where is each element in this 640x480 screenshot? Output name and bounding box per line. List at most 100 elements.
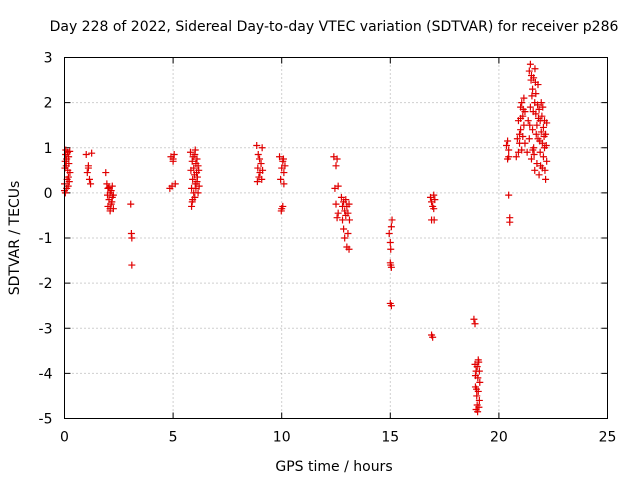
data-point [521,139,529,147]
data-point [191,146,199,154]
y-tick-label: 2 [44,96,53,112]
data-point [108,182,116,190]
data-point [536,137,544,145]
data-point [512,153,520,161]
data-point [430,191,438,199]
data-point [533,121,541,129]
data-point [539,123,547,131]
data-point [253,141,261,149]
data-point [256,155,264,163]
data-point [108,198,116,206]
data-point [387,261,395,269]
data-point [387,245,395,253]
data-point [194,189,202,197]
data-point [334,209,342,217]
data-point [503,141,511,149]
data-point [276,153,284,161]
data-point [345,216,353,224]
data-point [386,239,394,247]
data-point [277,175,285,183]
data-point [65,153,73,161]
data-point [536,148,544,156]
x-tick-label: 5 [169,430,178,446]
data-point [529,108,537,116]
data-point [429,333,437,341]
data-point [127,200,135,208]
data-point [83,169,91,177]
x-tick-label: 0 [60,430,69,446]
data-point [525,135,533,143]
data-point [342,196,350,204]
data-point [529,85,537,93]
data-point [195,182,203,190]
x-tick-label: 15 [381,430,399,446]
data-point [430,216,438,224]
data-point [333,214,341,222]
grid-lines [64,57,608,419]
data-point [531,78,539,86]
data-point [281,162,289,170]
y-tick-label: -2 [39,276,53,292]
data-point [258,175,266,183]
data-point [190,164,198,172]
data-point [337,193,345,201]
data-point [531,65,539,73]
data-point [513,135,521,143]
y-axis-label: SDTVAR / TECUs [7,181,23,296]
data-point [505,191,513,199]
data-point [259,166,267,174]
plot-frame [64,57,608,419]
data-point [532,130,540,138]
data-point [537,162,545,170]
data-point [280,180,288,188]
data-point [526,103,534,111]
data-point [254,164,262,172]
y-tick-label: -4 [39,366,53,382]
data-point [341,234,349,242]
data-point [535,171,543,179]
data-point [65,178,73,186]
data-point [191,193,199,201]
data-point [61,189,69,197]
data-point [504,137,512,145]
data-point [505,153,513,161]
data-point [105,183,113,191]
data-point [520,121,528,129]
data-point [344,229,352,237]
data-point [103,180,111,188]
y-tick-label: 0 [44,186,53,202]
data-point [475,403,483,411]
data-point [475,396,483,404]
data-point [279,202,287,210]
data-point [473,363,481,371]
data-point [535,105,543,113]
data-point [528,92,536,100]
data-point [474,408,482,416]
data-point [253,178,261,186]
chart-title: Day 228 of 2022, Sidereal Day-to-day VTE… [50,19,619,35]
data-point [524,117,532,125]
data-point [543,119,551,127]
data-point [506,218,514,226]
y-tick-label: 3 [44,51,53,67]
data-point [543,157,551,165]
data-point [529,126,537,134]
data-point [332,162,340,170]
data-point [66,169,74,177]
data-point [388,216,396,224]
data-point [521,108,529,116]
x-tick-label: 20 [490,430,508,446]
data-point [526,60,534,68]
data-point [516,130,524,138]
data-point [520,94,528,102]
data-point [84,164,92,172]
data-point [188,157,196,165]
data-point [88,149,96,157]
data-point [537,128,545,136]
data-point [280,169,288,177]
data-point [471,320,479,328]
data-point [475,358,483,366]
data-point [102,169,110,177]
data-point [505,146,513,154]
